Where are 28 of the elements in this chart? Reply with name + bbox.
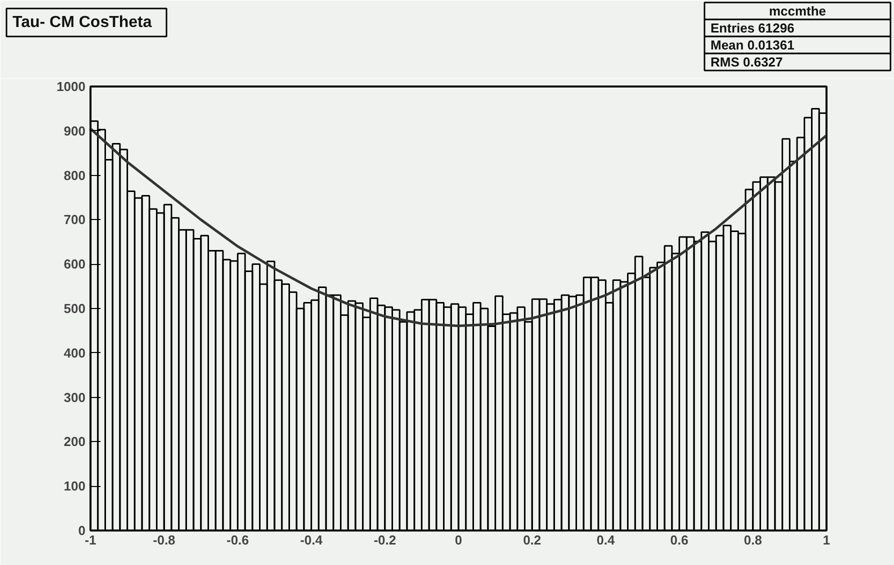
y-tick-label: 700 [64, 212, 86, 228]
x-tick-label: 0 [454, 532, 462, 548]
chart-title: Tau- CM CosTheta [12, 14, 152, 31]
y-tick-label: 400 [64, 345, 86, 360]
x-tick-label: -0.4 [300, 532, 324, 548]
x-tick-label: 0.2 [523, 532, 542, 548]
text: mccmthe [768, 4, 826, 18]
x-tick-label: 0.8 [744, 532, 762, 548]
y-tick-label: 300 [64, 390, 86, 405]
y-tick-label: 200 [64, 434, 86, 450]
x-tick-label: -0.8 [152, 532, 176, 548]
text: RMS 0.6327 [710, 54, 783, 70]
x-tick-label: -1 [84, 532, 96, 548]
y-tick-label: 100 [64, 478, 86, 494]
text: Entries 61296 [710, 20, 794, 36]
x-tick-label: -0.6 [226, 532, 249, 548]
x-tick-label: 0.6 [670, 532, 688, 548]
y-tick-label: 800 [64, 168, 86, 183]
y-tick-label: 1000 [56, 79, 86, 94]
x-tick-label: 0.4 [596, 532, 616, 548]
line-series [90, 127, 826, 328]
y-tick-label: 600 [64, 256, 86, 272]
text: Mean 0.01361 [710, 38, 794, 52]
y-tick-label: 0 [78, 523, 86, 538]
y-tick-label: 900 [64, 123, 86, 138]
x-tick-label: 1 [822, 532, 830, 548]
x-tick-label: -0.2 [374, 532, 396, 548]
y-tick-label: 500 [64, 301, 86, 316]
